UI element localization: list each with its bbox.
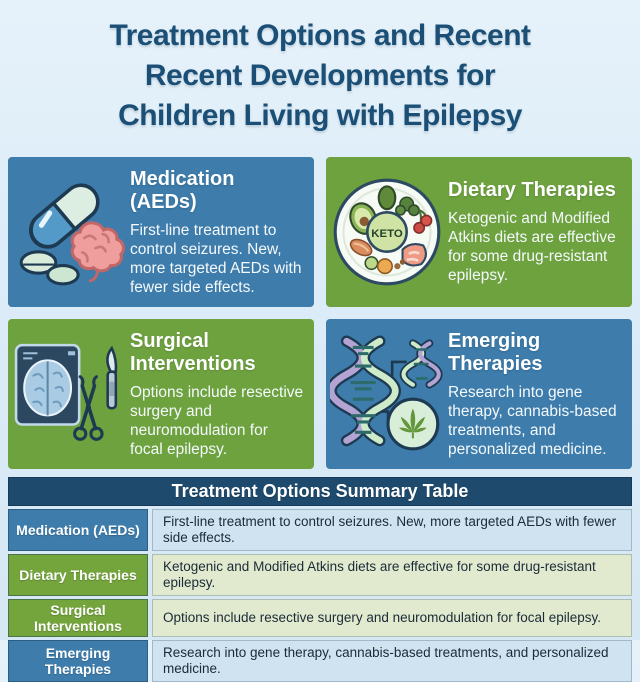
table-row-medication-description: First-line treatment to control seizures… (152, 509, 632, 551)
card-medication-text: Medication (AEDs) First-line treatment t… (130, 168, 314, 297)
card-surgical-title: Surgical Interventions (130, 329, 256, 375)
card-surgical-text: Surgical Interventions Options include r… (130, 330, 314, 459)
card-dietary-therapies: KETO Dietary Therapies Ketogenic and Mod… (326, 157, 632, 307)
table-row-dietary-label: Dietary Therapies (8, 554, 148, 596)
table-row-emerging-description: Research into gene therapy, cannabis-bas… (152, 640, 632, 682)
treatment-summary-table: Treatment Options Summary Table Medicati… (8, 477, 632, 682)
card-surgical-body: Options include resective surgery and ne… (130, 383, 304, 458)
table-row-dietary: Dietary Therapies Ketogenic and Modified… (8, 554, 632, 596)
page-title: Treatment Options and Recent Recent Deve… (0, 0, 640, 136)
table-title: Treatment Options Summary Table (8, 477, 632, 506)
capsule-brain-pills-icon (8, 173, 130, 291)
dna-cannabis-icon (326, 335, 448, 453)
card-medication-body: First-line treatment to control seizures… (130, 221, 302, 296)
card-emerging-title: Emerging Therapies (448, 329, 543, 375)
table-row-dietary-description: Ketogenic and Modified Atkins diets are … (152, 554, 632, 596)
card-emerging-body: Research into gene therapy, cannabis-bas… (448, 383, 617, 458)
card-surgical-interventions: Surgical Interventions Options include r… (8, 319, 314, 469)
card-emerging-text: Emerging Therapies Research into gene th… (448, 330, 632, 459)
card-medication-title: Medication (AEDs) (130, 167, 235, 213)
page-title-line-3: Children Living with Epilepsy (118, 99, 522, 132)
table-row-surgical-label: Surgical Interventions (8, 599, 148, 637)
table-row-medication: Medication (AEDs) First-line treatment t… (8, 509, 632, 551)
table-row-surgical: Surgical Interventions Options include r… (8, 599, 632, 637)
keto-label: KETO (371, 228, 403, 240)
brain-xray-scalpel-icon (8, 337, 130, 451)
table-row-surgical-description: Options include resective surgery and ne… (152, 599, 632, 637)
page-title-line-2: Recent Developments for (144, 59, 496, 92)
table-row-emerging-label: Emerging Therapies (8, 640, 148, 682)
treatment-cards-grid: Medication (AEDs) First-line treatment t… (8, 157, 632, 469)
card-dietary-body: Ketogenic and Modified Atkins diets are … (448, 210, 616, 284)
card-dietary-text: Dietary Therapies Ketogenic and Modified… (448, 179, 632, 285)
page-title-line-1: Treatment Options and Recent (109, 19, 531, 52)
card-dietary-title: Dietary Therapies (448, 179, 616, 201)
table-row-emerging: Emerging Therapies Research into gene th… (8, 640, 632, 682)
keto-plate-icon: KETO (326, 175, 448, 289)
card-emerging-therapies: Emerging Therapies Research into gene th… (326, 319, 632, 469)
card-medication-aeds: Medication (AEDs) First-line treatment t… (8, 157, 314, 307)
table-row-medication-label: Medication (AEDs) (8, 509, 148, 551)
